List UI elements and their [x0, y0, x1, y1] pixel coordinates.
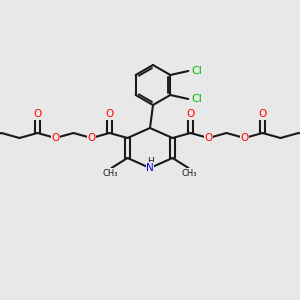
Text: O: O: [87, 133, 96, 143]
Text: O: O: [51, 133, 60, 143]
Text: O: O: [240, 133, 249, 143]
Text: CH₃: CH₃: [103, 169, 118, 178]
Text: O: O: [258, 109, 267, 119]
Text: Cl: Cl: [191, 66, 202, 76]
Text: O: O: [105, 109, 114, 119]
Text: N: N: [146, 163, 154, 173]
Text: H: H: [147, 157, 153, 166]
Text: Cl: Cl: [191, 94, 202, 104]
Text: O: O: [204, 133, 213, 143]
Text: O: O: [186, 109, 195, 119]
Text: CH₃: CH₃: [182, 169, 197, 178]
Text: O: O: [33, 109, 42, 119]
